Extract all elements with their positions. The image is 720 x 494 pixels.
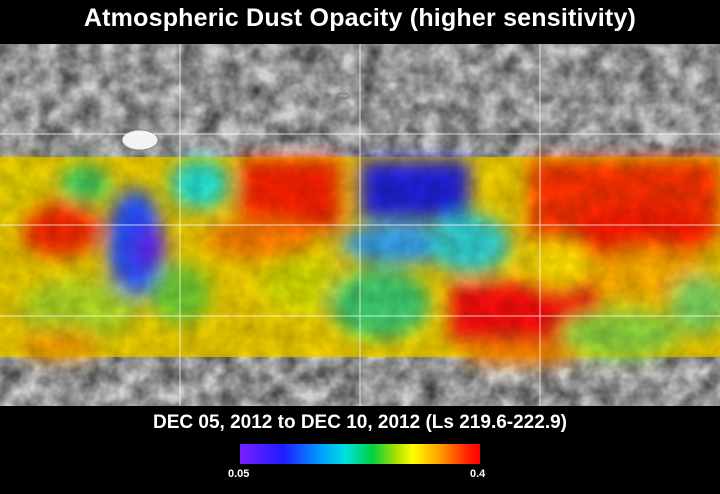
map-title: Atmospheric Dust Opacity (higher sensiti… <box>83 4 637 32</box>
olympus-mons-relief <box>121 129 159 151</box>
crater-relief <box>336 92 350 100</box>
colorbar-max-label: 0.4 <box>470 468 486 480</box>
dust-opacity-map <box>0 44 720 406</box>
opacity-colorbar <box>240 444 480 464</box>
lat-lon-grid <box>0 44 720 406</box>
date-range: DEC 05, 2012 to DEC 10, 2012 (Ls 219.6-2… <box>152 412 567 433</box>
colorbar-min-label: 0.05 <box>228 468 250 480</box>
